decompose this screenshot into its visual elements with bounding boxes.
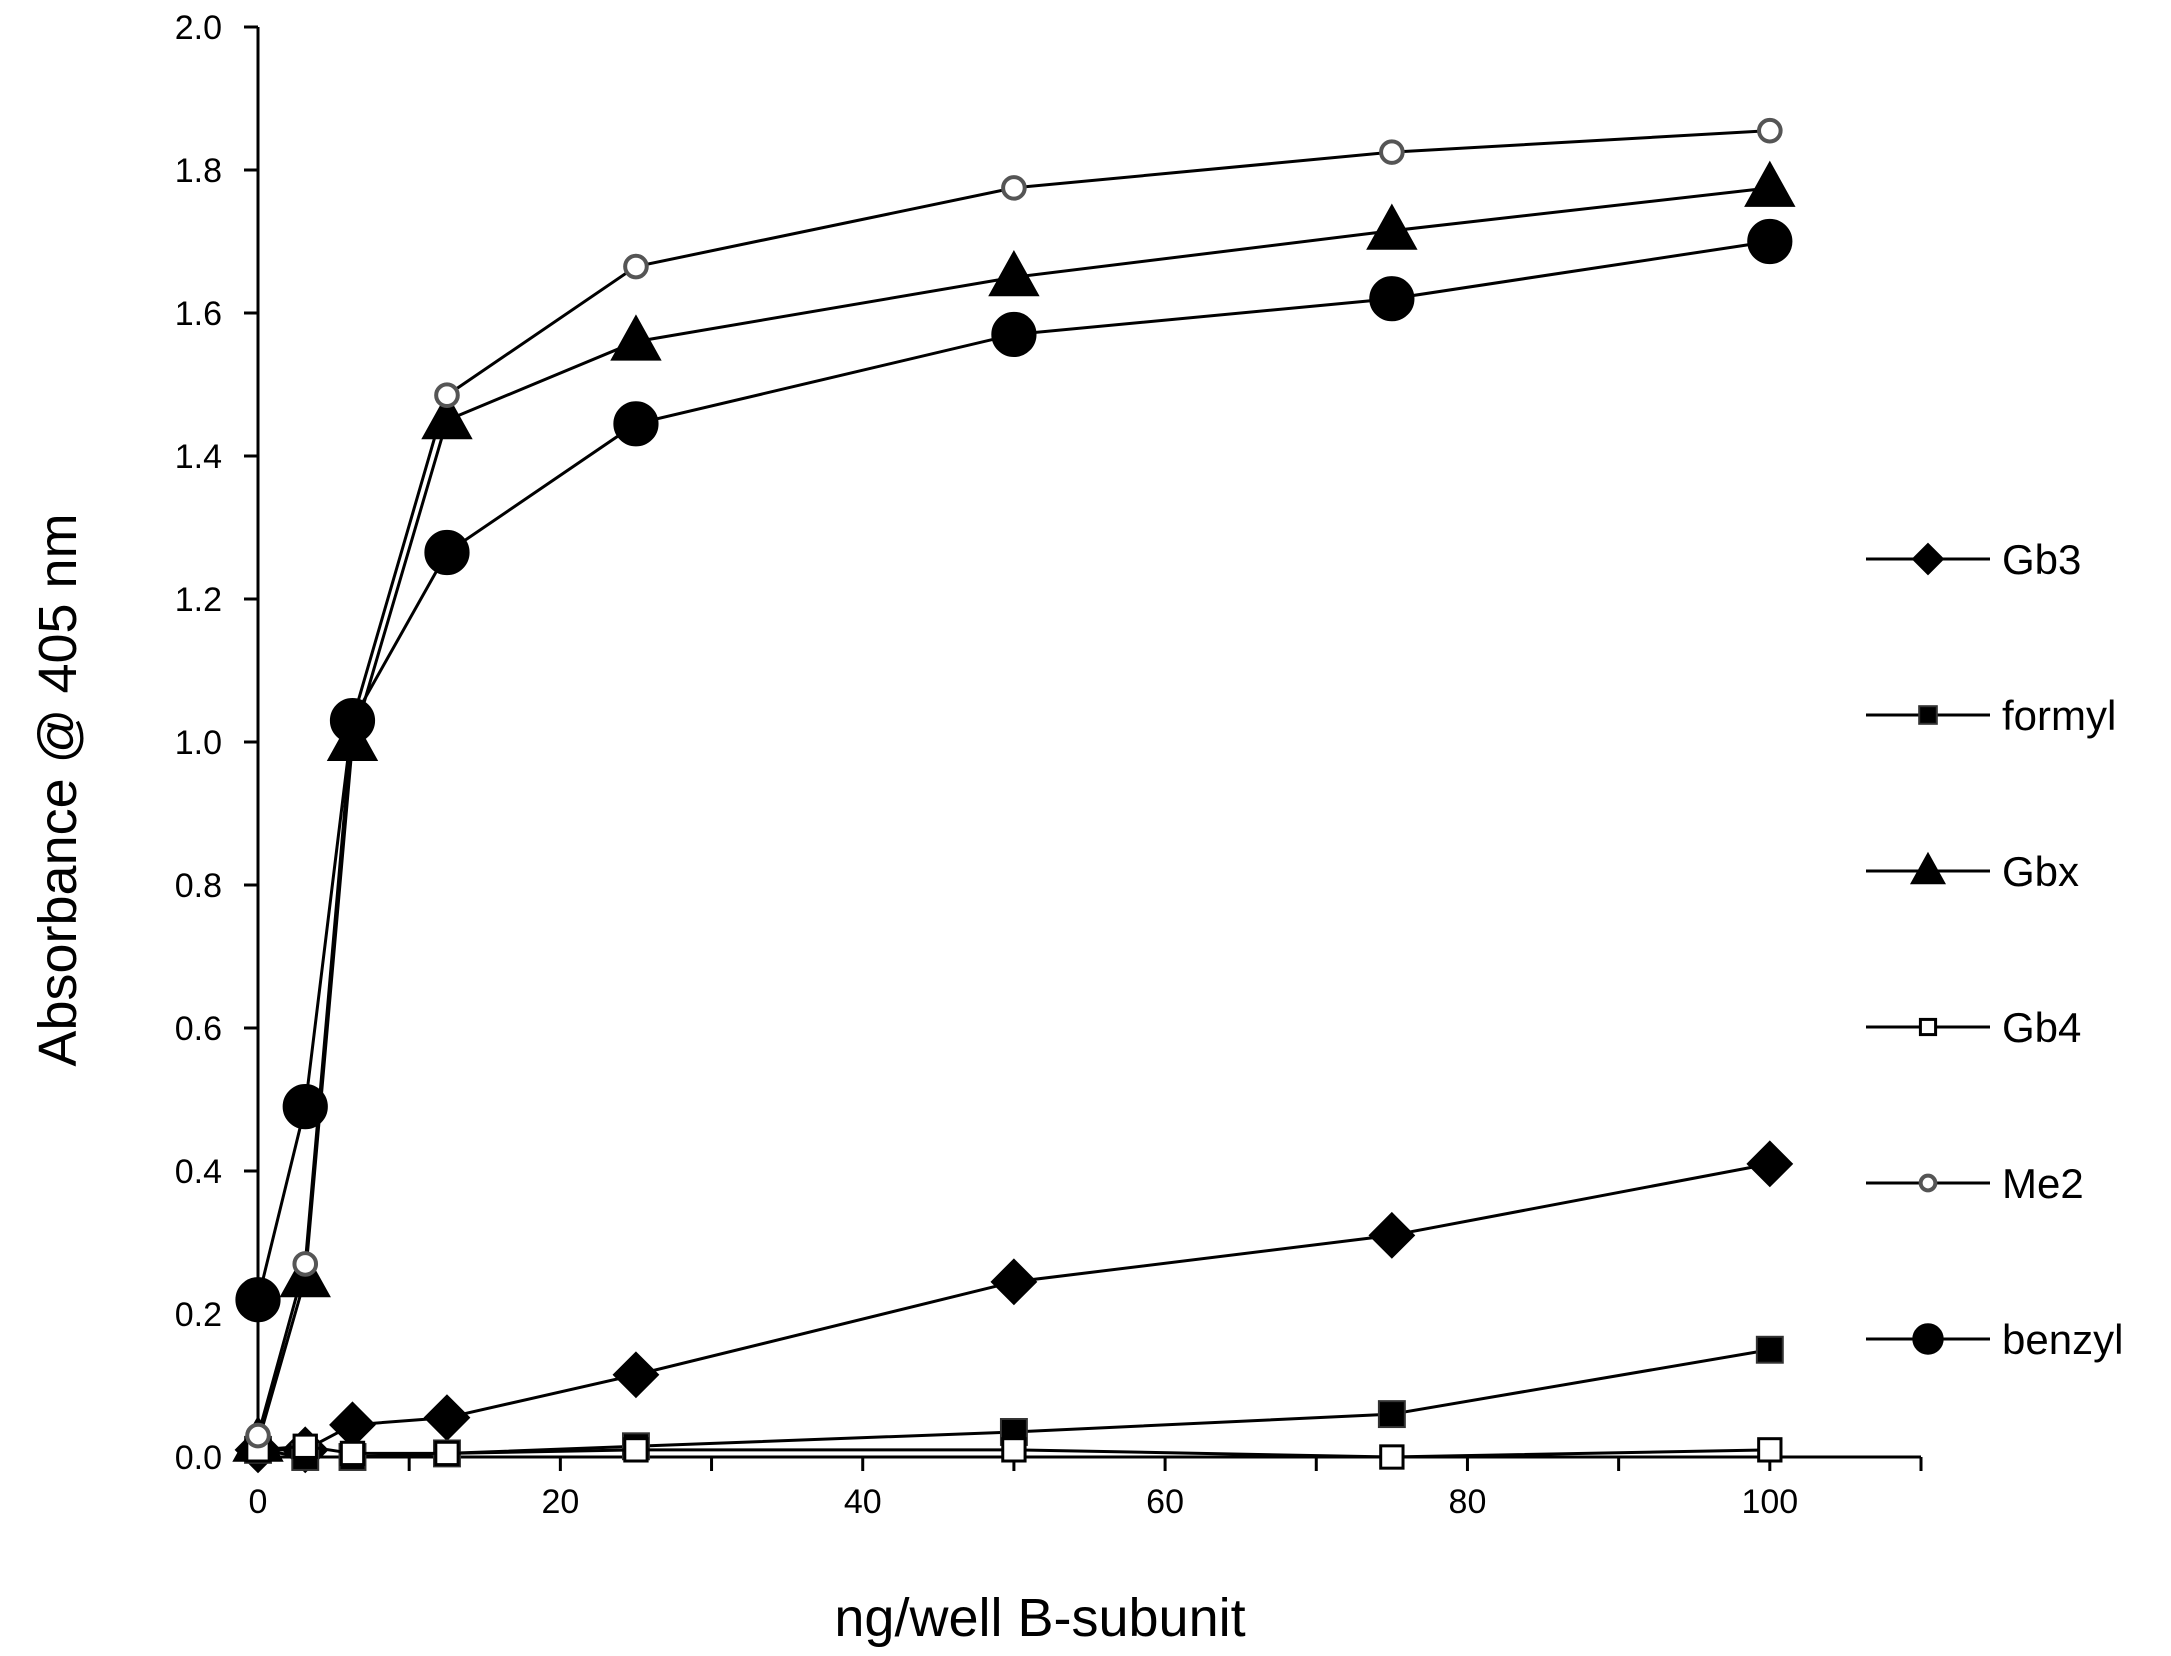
legend-item-formyl: formyl (1866, 692, 2116, 739)
y-tick-label: 1.8 (175, 152, 222, 190)
data-point-gbx (1744, 160, 1796, 207)
data-point-gb3 (612, 1351, 660, 1399)
data-point-benzyl (613, 401, 659, 447)
data-point-me2 (623, 253, 649, 280)
y-tick-label: 0.8 (175, 867, 222, 905)
data-point-benzyl (282, 1084, 328, 1130)
data-point-me2 (434, 382, 460, 409)
data-point-gb4 (339, 1440, 366, 1467)
x-tick-label: 60 (1146, 1483, 1184, 1521)
y-tick-label: 0.0 (175, 1439, 222, 1477)
y-tick-label: 1.6 (175, 295, 222, 333)
y-tick-label: 1.2 (175, 581, 222, 619)
series-line-benzyl (256, 240, 1771, 1301)
legend-marker (1918, 1017, 1938, 1037)
y-tick-label: 0.2 (175, 1296, 222, 1334)
axes: 0.0 0.2 0.4 0.6 0.8 1.0 1.2 1.4 1.6 1.8 2.0 0 20 40 6… (175, 9, 1923, 1521)
data-point-gbx (421, 392, 473, 440)
data-point-gb3 (990, 1258, 1038, 1306)
legend-item-me2: Me2 (1866, 1160, 2084, 1207)
data-point-me2 (292, 1251, 319, 1277)
legend-item-gb4: Gb4 (1866, 1004, 2081, 1051)
legend-marker (1918, 705, 1938, 725)
legend-label: Gb3 (2002, 536, 2081, 583)
legend-item-gb3: Gb3 (1866, 536, 2081, 583)
x-tick-label: 100 (1741, 1483, 1798, 1521)
data-point-me2 (1379, 139, 1405, 165)
legend-marker (1918, 1173, 1938, 1193)
data-point-benzyl (329, 697, 376, 744)
x-tick-label: 0 (249, 1483, 268, 1521)
data-point-gb4 (1001, 1437, 1027, 1463)
x-axis-title: ng/well B-subunit (834, 1588, 1245, 1648)
data-point-me2 (1757, 117, 1783, 144)
legend-label: formyl (2002, 692, 2116, 739)
series-line-gb3 (258, 1162, 1771, 1452)
data-point-formyl (1755, 1335, 1784, 1364)
data-point-gb4 (1379, 1444, 1405, 1470)
y-tick-label: 2.0 (175, 9, 222, 47)
series-line-me2 (256, 129, 1770, 1436)
data-point-benzyl (1369, 276, 1415, 322)
y-tick-label: 1.0 (175, 724, 222, 762)
data-point-gb3 (329, 1401, 376, 1449)
x-tick-label: 40 (844, 1483, 882, 1521)
x-tick-label: 80 (1449, 1483, 1487, 1521)
data-point-gb3 (1368, 1211, 1416, 1259)
data-point-benzyl (1747, 218, 1793, 265)
data-point-gb4 (623, 1437, 649, 1463)
legend-item-gbx: Gbx (1866, 848, 2079, 895)
legend-label: Me2 (2002, 1160, 2084, 1207)
data-point-me2 (1001, 175, 1027, 201)
series-benzyl (235, 218, 1793, 1323)
y-ticks: 0.0 0.2 0.4 0.6 0.8 1.0 1.2 1.4 1.6 1.8 2.0 (175, 9, 258, 1477)
legend-marker (1912, 1323, 1944, 1355)
data-point-gb3 (423, 1394, 471, 1442)
y-tick-label: 0.4 (175, 1153, 222, 1191)
data-point-benzyl (991, 311, 1037, 358)
data-point-benzyl (235, 1277, 281, 1323)
data-point-me2 (245, 1422, 271, 1449)
data-point-gb4 (1757, 1437, 1783, 1463)
legend: Gb3 formyl Gbx Gb4 Me2 benzyl (1866, 536, 2123, 1363)
data-point-formyl (1377, 1400, 1406, 1429)
y-axis-title: Absorbance @ 405 nm (28, 513, 88, 1066)
data-point-gb4 (292, 1433, 318, 1459)
data-point-gb4 (434, 1440, 460, 1467)
series-gb4 (245, 1433, 1783, 1470)
legend-item-benzyl: benzyl (1866, 1316, 2123, 1363)
data-point-benzyl (424, 529, 470, 576)
y-tick-label: 0.6 (175, 1010, 222, 1048)
data-point-gbx (988, 249, 1040, 297)
data-point-gbx (610, 314, 662, 361)
series-line-gbx (256, 186, 1770, 1444)
legend-label: Gbx (2002, 848, 2079, 895)
x-tick-label: 20 (541, 1483, 579, 1521)
data-point-gb3 (1746, 1140, 1794, 1188)
legend-label: benzyl (2002, 1316, 2123, 1363)
legend-marker (1909, 851, 1947, 885)
data-point-gbx (1366, 203, 1418, 250)
series-layer (232, 117, 1796, 1474)
legend-label: Gb4 (2002, 1004, 2081, 1051)
y-tick-label: 1.4 (175, 438, 222, 476)
x-ticks: 0 20 40 60 80 100 (249, 1457, 1923, 1521)
legend-marker (1911, 542, 1945, 576)
